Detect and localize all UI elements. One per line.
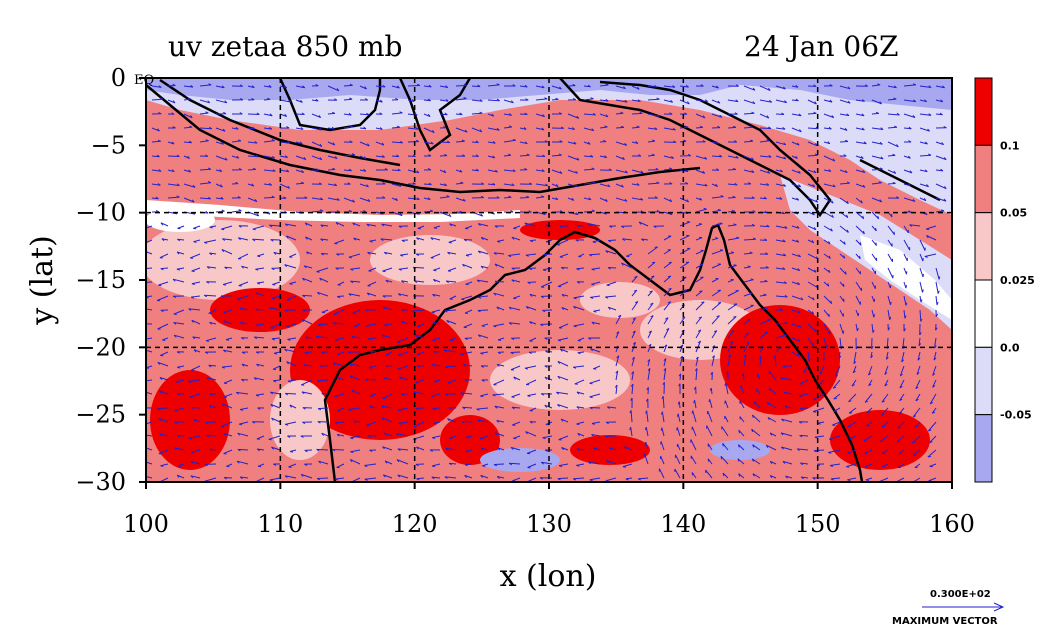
- colorbar-label: 0.025: [1000, 274, 1035, 287]
- map-timestamp: 24 Jan 06Z: [744, 30, 898, 63]
- y-tick-label: 0: [111, 64, 126, 92]
- colorbar-swatch: [974, 212, 993, 281]
- new-guinea-coast: [559, 78, 832, 218]
- y-tick-label: −5: [91, 131, 126, 159]
- equator-label: EQ: [134, 73, 154, 88]
- x-tick-label: 110: [257, 510, 303, 538]
- indonesia-coast-south: [146, 84, 701, 194]
- vorticity-white-strip: [146, 200, 520, 222]
- colorbar: 0.1 0.05 0.025 0.0 -0.05: [974, 77, 1035, 483]
- x-tick-label: 160: [929, 510, 975, 538]
- x-tick-label: 120: [392, 510, 438, 538]
- y-tick-label: −15: [75, 266, 126, 294]
- colorbar-swatch: [974, 346, 993, 416]
- y-tick-label: −25: [75, 401, 126, 429]
- indonesia-coast-north: [159, 78, 401, 167]
- x-tick-label: 150: [795, 510, 841, 538]
- vector-legend-label: MAXIMUM VECTOR: [892, 616, 998, 627]
- vorticity-red-strip: [146, 150, 720, 205]
- solomon-islands: [859, 158, 941, 202]
- y-axis-ticks: 0 −5 −10 −15 −20 −25 −30: [75, 64, 146, 496]
- map-gridlines: [146, 78, 952, 482]
- colorbar-label: 0.0: [1000, 341, 1020, 354]
- wind-vectors: [146, 83, 947, 482]
- vector-legend-arrowhead: [993, 602, 1005, 612]
- vorticity-white-swirl: [860, 235, 952, 320]
- vector-legend: 0.300E+02 MAXIMUM VECTOR: [892, 589, 1005, 627]
- x-tick-label: 100: [123, 510, 169, 538]
- y-tick-label: −20: [75, 333, 126, 361]
- y-axis-label: y (lat): [25, 235, 60, 325]
- x-tick-label: 140: [660, 510, 706, 538]
- map-field: [146, 78, 952, 482]
- colorbar-label: 0.1: [1000, 139, 1020, 152]
- vorticity-blue-band-north: [146, 78, 952, 215]
- colorbar-label: 0.05: [1000, 207, 1027, 220]
- colorbar-label: -0.05: [1000, 409, 1032, 422]
- colorbar-swatch: [974, 77, 993, 146]
- colorbar-swatch: [974, 279, 993, 348]
- map-title: uv zetaa 850 mb: [168, 30, 402, 63]
- vector-legend-magnitude: 0.300E+02: [930, 589, 991, 600]
- colorbar-swatch: [974, 414, 993, 483]
- x-axis-label: x (lon): [500, 559, 597, 594]
- x-axis-ticks: 100 110 120 130 140 150 160: [123, 482, 975, 538]
- y-tick-label: −30: [75, 468, 126, 496]
- y-tick-label: −10: [75, 199, 126, 227]
- x-tick-label: 130: [526, 510, 572, 538]
- colorbar-swatch: [974, 144, 993, 214]
